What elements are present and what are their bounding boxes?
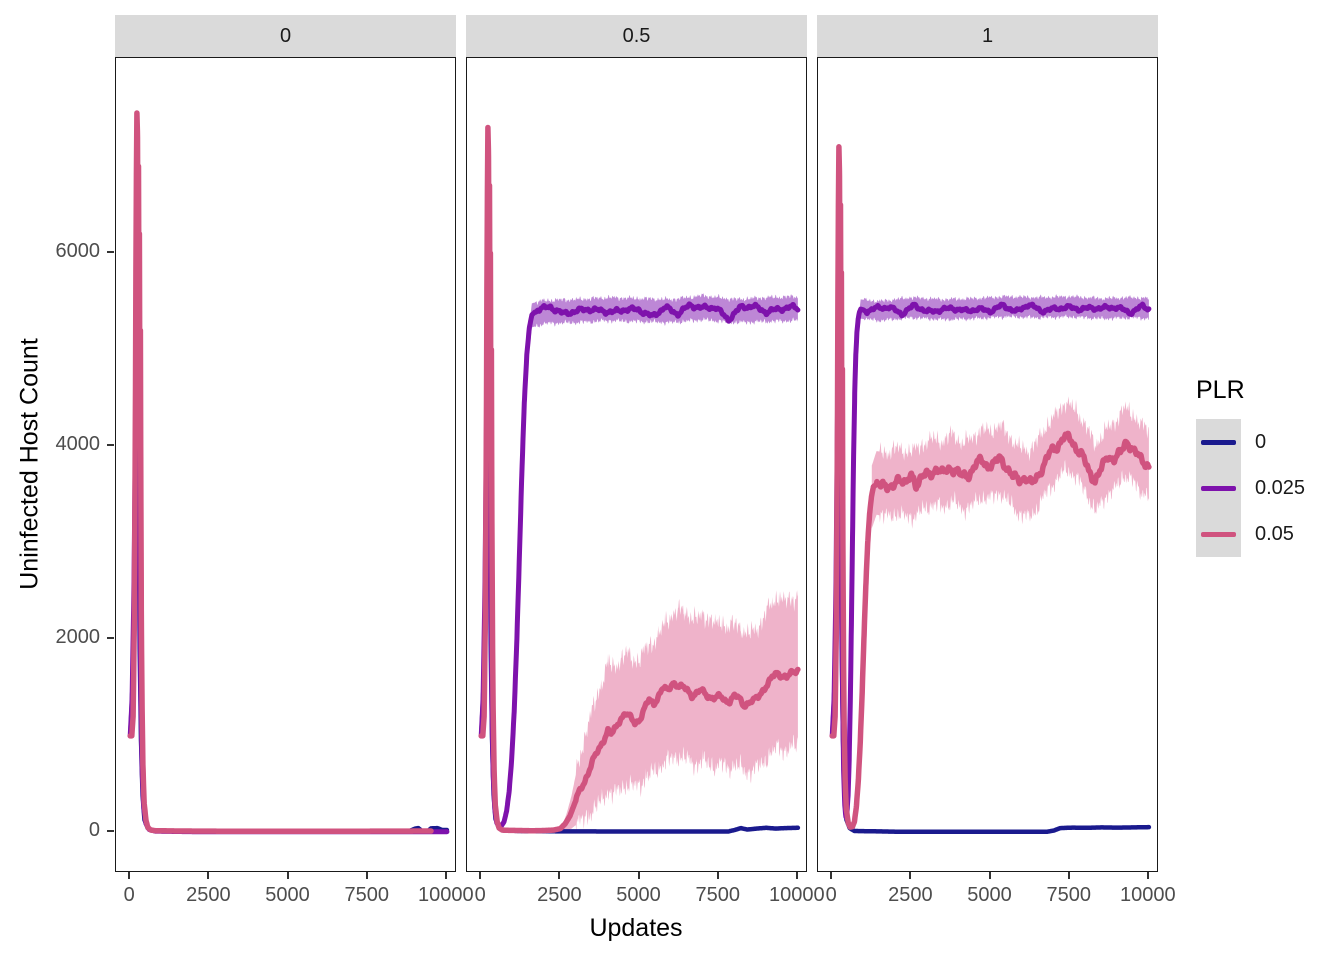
- y-axis-title: Uninfected Host Count: [15, 338, 44, 590]
- y-tick-mark: [107, 830, 114, 833]
- plot-canvas: [478, 124, 801, 834]
- y-tick-mark: [107, 251, 114, 254]
- x-tick-label: 10000: [769, 884, 825, 906]
- y-tick-label: 0: [88, 819, 100, 842]
- x-tick-label: 2500: [186, 884, 231, 906]
- legend-line-icon: [1201, 440, 1236, 445]
- legend-line-icon: [1201, 486, 1236, 491]
- x-tick-mark: [988, 872, 991, 879]
- legend-key-swatch: [1196, 511, 1241, 557]
- plot-panel-1: [817, 57, 1158, 872]
- legend-title: PLR: [1196, 376, 1245, 404]
- x-tick-mark: [479, 872, 482, 879]
- legend-key-swatch: [1196, 465, 1241, 511]
- series-line-plr-0.05: [829, 144, 1152, 830]
- ribbon-plr-0.05: [871, 396, 1149, 529]
- series-line-plr-0: [829, 308, 1152, 834]
- x-tick-mark: [716, 872, 719, 879]
- y-tick-mark: [107, 444, 114, 447]
- series-line-plr-0: [127, 318, 450, 834]
- x-tick-mark: [444, 872, 447, 879]
- y-tick-label: 4000: [55, 433, 101, 456]
- x-tick-label: 2500: [537, 884, 582, 906]
- x-tick-mark: [637, 872, 640, 879]
- x-tick-label: 10000: [1120, 884, 1176, 906]
- x-tick-mark: [207, 872, 210, 879]
- legend-item-plr-0.025: 0.025: [1196, 465, 1305, 511]
- legend-item-label: 0: [1255, 430, 1267, 453]
- legend-item-label: 0.025: [1255, 476, 1306, 499]
- legend: PLR 0 0.025 0.05: [1196, 376, 1305, 557]
- facet-strip-0: 0: [115, 15, 456, 57]
- x-tick-label: 0: [123, 884, 135, 906]
- plot-canvas: [127, 110, 450, 835]
- series-line-plr-0.025: [829, 221, 1152, 820]
- ribbon-plr-0.025: [527, 293, 798, 369]
- x-tick-mark: [1146, 872, 1149, 879]
- facet-strip-0.5: 0.5: [466, 15, 807, 57]
- legend-item-label: 0.05: [1255, 522, 1294, 545]
- legend-item-plr-0.05: 0.05: [1196, 511, 1305, 557]
- y-tick-label: 2000: [55, 626, 101, 649]
- plot-panel-0: [115, 57, 456, 872]
- facet-label: 0.5: [622, 24, 651, 47]
- facet-strip-1: 1: [817, 15, 1158, 57]
- series-line-plr-0.025: [127, 221, 450, 835]
- plot-canvas: [829, 144, 1152, 834]
- legend-items: 0 0.025 0.05: [1196, 419, 1305, 557]
- series-line-plr-0.05: [478, 124, 801, 834]
- x-tick-label: 2500: [888, 884, 933, 906]
- x-tick-label: 5000: [967, 884, 1012, 906]
- x-tick-label: 7500: [1046, 884, 1091, 906]
- x-tick-mark: [365, 872, 368, 879]
- y-tick-label: 6000: [55, 240, 101, 263]
- x-tick-label: 7500: [344, 884, 389, 906]
- ribbon-plr-0.05: [562, 590, 798, 833]
- x-axis-title: Updates: [589, 914, 683, 942]
- plot-panel-0.5: [466, 57, 807, 872]
- facet-label: 0: [279, 24, 292, 47]
- x-tick-mark: [1067, 872, 1070, 879]
- series-line-plr-0.05: [127, 110, 434, 834]
- x-tick-label: 5000: [616, 884, 661, 906]
- x-tick-label: 5000: [265, 884, 310, 906]
- y-tick-mark: [107, 637, 114, 640]
- x-tick-mark: [286, 872, 289, 879]
- legend-key-swatch: [1196, 419, 1241, 465]
- x-tick-mark: [909, 872, 912, 879]
- series-line-plr-0.025: [478, 231, 801, 830]
- x-tick-label: 10000: [418, 884, 474, 906]
- legend-line-icon: [1201, 532, 1236, 537]
- x-tick-label: 7500: [695, 884, 740, 906]
- x-tick-mark: [128, 872, 131, 879]
- x-tick-mark: [830, 872, 833, 879]
- facet-label: 1: [981, 24, 994, 47]
- x-tick-label: 0: [474, 884, 486, 906]
- legend-item-plr-0: 0: [1196, 419, 1305, 465]
- x-tick-mark: [558, 872, 561, 879]
- x-tick-mark: [795, 872, 798, 879]
- x-tick-label: 0: [825, 884, 837, 906]
